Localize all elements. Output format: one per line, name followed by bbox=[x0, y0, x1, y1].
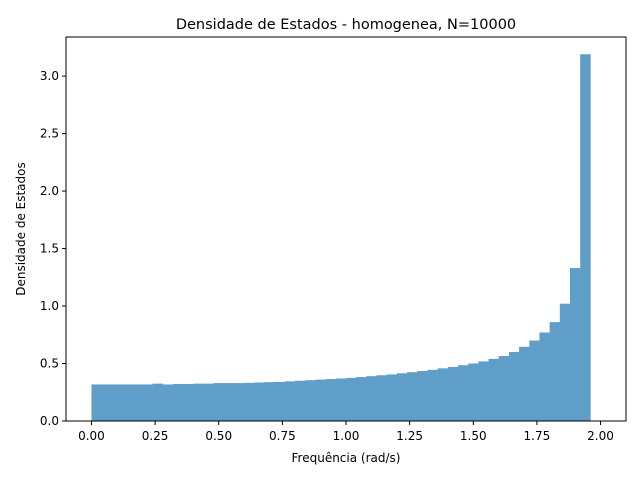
histogram-bar bbox=[396, 373, 408, 421]
histogram-bar bbox=[142, 384, 153, 421]
histogram-bar bbox=[101, 384, 113, 421]
histogram-bar bbox=[508, 352, 520, 421]
x-axis-ticks: 0.00 0.25 0.50 0.75 1.00 1.25 1.50 1.75 2.00 bbox=[78, 421, 614, 443]
histogram-bar bbox=[315, 379, 326, 421]
y-tick-label: 0.0 bbox=[40, 414, 59, 428]
y-tick-label: 2.0 bbox=[40, 184, 59, 198]
x-tick-label: 1.75 bbox=[524, 429, 551, 443]
histogram-bar bbox=[244, 382, 255, 421]
y-tick-label: 0.5 bbox=[40, 357, 59, 371]
bars-group bbox=[91, 54, 591, 421]
histogram-bar bbox=[183, 383, 194, 421]
histogram-bar bbox=[162, 384, 174, 421]
x-tick-label: 0.50 bbox=[205, 429, 232, 443]
histogram-bar bbox=[376, 375, 388, 421]
histogram-bar bbox=[223, 383, 235, 421]
histogram-bar bbox=[407, 372, 418, 421]
histogram-bar bbox=[213, 383, 225, 421]
histogram-bar bbox=[132, 384, 143, 421]
histogram-bar bbox=[274, 381, 286, 421]
histogram-bar bbox=[529, 340, 540, 421]
x-tick-label: 1.25 bbox=[396, 429, 423, 443]
histogram-bar bbox=[468, 363, 479, 421]
histogram-bar bbox=[417, 370, 428, 421]
histogram-bar bbox=[234, 383, 245, 421]
chart-title: Densidade de Estados - homogenea, N=1000… bbox=[176, 17, 516, 33]
histogram-bar bbox=[193, 383, 204, 421]
histogram-bar bbox=[335, 378, 347, 421]
histogram-bar bbox=[498, 356, 510, 421]
histogram-bar bbox=[437, 368, 449, 421]
histogram-bar bbox=[570, 268, 581, 421]
histogram-bar bbox=[172, 383, 184, 421]
x-axis-label: Frequência (rad/s) bbox=[292, 451, 401, 465]
histogram-bar bbox=[346, 377, 357, 421]
histogram-bar bbox=[111, 384, 123, 421]
histogram-bar bbox=[549, 322, 561, 421]
y-axis-ticks: 0.0 0.5 1.0 1.5 2.0 2.5 3.0 bbox=[40, 69, 66, 428]
histogram-bar bbox=[366, 376, 377, 421]
histogram-bar bbox=[458, 365, 469, 421]
histogram-bar bbox=[427, 369, 438, 421]
y-tick-label: 1.5 bbox=[40, 242, 59, 256]
histogram-bar bbox=[325, 379, 337, 421]
histogram-bar bbox=[447, 366, 459, 421]
x-tick-label: 1.50 bbox=[460, 429, 487, 443]
y-tick-label: 3.0 bbox=[40, 69, 59, 83]
y-axis-label: Densidade de Estados bbox=[14, 162, 28, 296]
histogram-bar bbox=[254, 382, 265, 421]
histogram-bar bbox=[519, 346, 530, 421]
x-tick-label: 0.25 bbox=[142, 429, 169, 443]
histogram-bar bbox=[478, 361, 489, 421]
histogram-bar bbox=[295, 380, 306, 421]
histogram-bar bbox=[559, 303, 571, 421]
histogram-bar bbox=[356, 377, 367, 421]
histogram-bar bbox=[539, 332, 550, 421]
histogram-bar bbox=[580, 54, 591, 421]
y-tick-label: 1.0 bbox=[40, 299, 59, 313]
histogram-bar bbox=[305, 380, 316, 421]
x-tick-label: 2.00 bbox=[587, 429, 614, 443]
histogram-bar bbox=[386, 374, 398, 421]
histogram-bar bbox=[203, 383, 214, 421]
histogram-bar bbox=[264, 382, 276, 421]
histogram-bar bbox=[122, 384, 133, 421]
histogram-bar bbox=[488, 358, 500, 421]
x-tick-label: 0.75 bbox=[269, 429, 296, 443]
x-tick-label: 0.00 bbox=[78, 429, 105, 443]
histogram-bar bbox=[91, 384, 102, 421]
y-tick-label: 2.5 bbox=[40, 127, 59, 141]
histogram-bar bbox=[284, 381, 296, 421]
x-tick-label: 1.00 bbox=[333, 429, 360, 443]
histogram-bar bbox=[152, 383, 164, 421]
